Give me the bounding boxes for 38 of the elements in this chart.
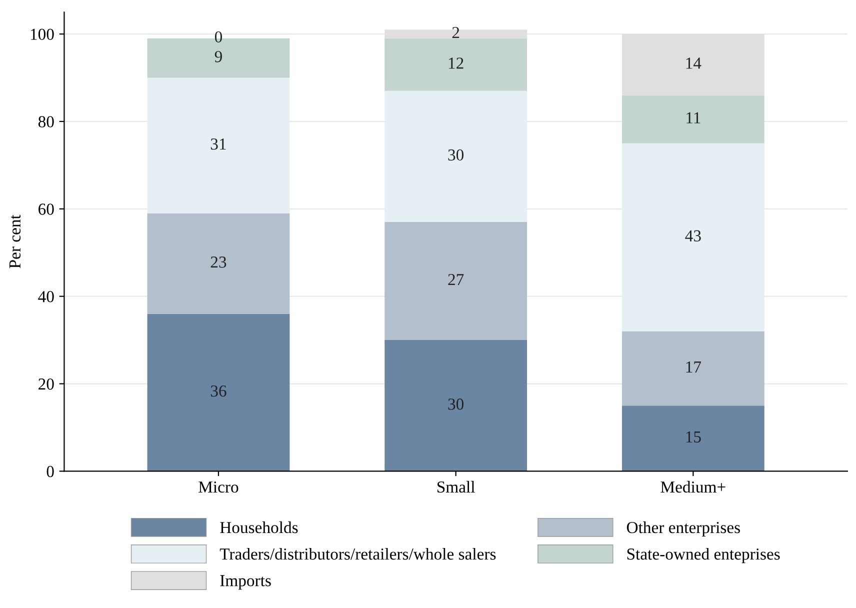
data-label: 17 (686, 361, 702, 372)
legend-label: Imports (220, 575, 271, 590)
data-label: 9 (214, 51, 222, 62)
bar (147, 213, 290, 314)
data-label: 0 (214, 31, 222, 43)
y-axis-title: Per cent (9, 214, 21, 268)
legend-label: Households (220, 521, 298, 534)
bar (384, 222, 528, 340)
data-label: 2 (452, 26, 460, 38)
bar (147, 314, 290, 472)
bar (384, 38, 528, 91)
y-tick-label: 60 (38, 204, 54, 215)
data-label: 30 (448, 398, 464, 410)
y-tick-label: 40 (38, 291, 54, 302)
data-label: 31 (210, 138, 226, 150)
legend-label: State-owned enteprises (627, 548, 780, 564)
data-label: 14 (686, 58, 702, 69)
bar (622, 331, 764, 406)
data-label: 15 (686, 431, 701, 443)
bar (384, 340, 528, 472)
y-tick-label: 20 (38, 378, 54, 390)
x-tick-label: Medium+ (660, 480, 726, 493)
bar (622, 406, 764, 472)
x-tick-label: Micro (198, 481, 238, 493)
data-label: 23 (210, 256, 226, 268)
data-label: 36 (210, 385, 226, 397)
legend-label: Other enterprises (626, 521, 740, 537)
data-label: 12 (448, 58, 464, 69)
data-label: 11 (686, 112, 700, 124)
data-label: 43 (685, 230, 701, 242)
x-tick-label: Small (437, 480, 475, 493)
y-tick-label: 80 (38, 116, 54, 128)
data-label: 30 (448, 149, 464, 161)
y-tick-label: 0 (46, 466, 54, 478)
bar (622, 95, 764, 144)
data-label: 27 (448, 274, 464, 286)
legend-label: Traders/distributors/retailers/whole salers (220, 548, 496, 560)
y-tick-label: 100 (30, 28, 54, 40)
